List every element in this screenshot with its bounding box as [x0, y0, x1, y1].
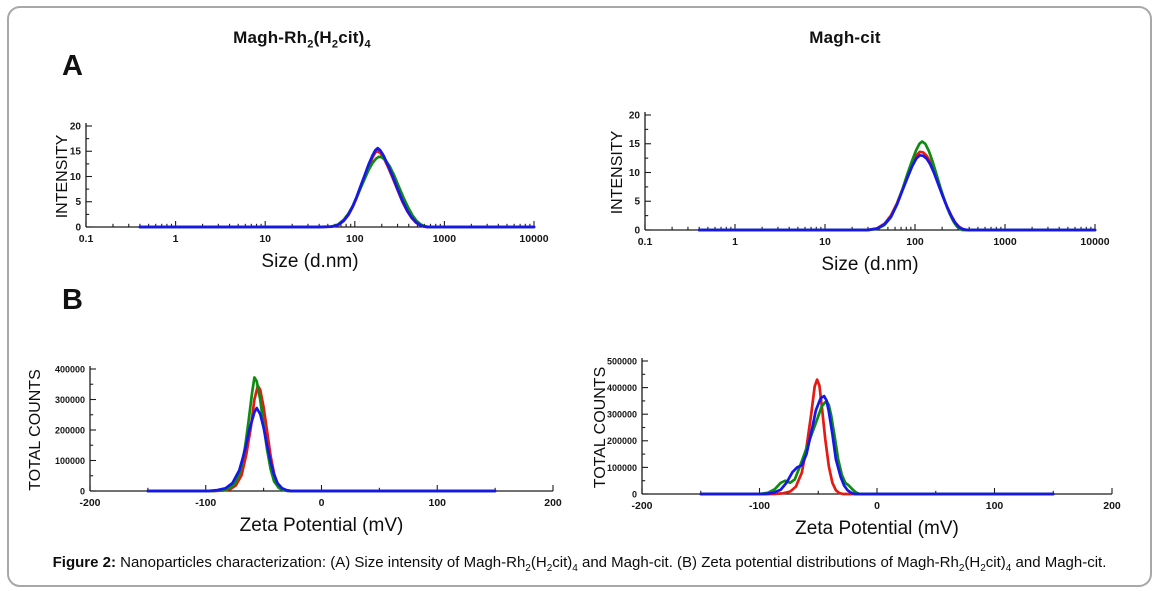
series-red-run	[138, 149, 536, 229]
axes	[644, 112, 1095, 231]
x-tick-label: 100	[906, 236, 924, 248]
y-axis-label: INTENSITY	[609, 130, 626, 214]
y-tick-label: 300000	[607, 410, 637, 420]
y-tick-label: 0	[632, 489, 637, 499]
x-tick-label: -200	[79, 497, 100, 509]
series-green-run	[146, 376, 497, 493]
x-tick-label: -200	[631, 500, 652, 512]
y-tick-label: 400000	[607, 383, 637, 393]
figure-caption: Figure 2: Nanoparticles characterization…	[52, 553, 1107, 574]
series-group	[697, 140, 1097, 232]
axes	[89, 366, 553, 492]
x-tick-label: 200	[1103, 500, 1121, 512]
y-tick-label: 0	[80, 486, 85, 496]
y-tick-label: 10	[629, 168, 641, 179]
y-tick-label: 10	[70, 172, 82, 183]
tick-labels: 0.1 1 10 100 1000 10000 0 5 10 15 20	[629, 110, 1110, 248]
x-tick-label: 1	[173, 233, 179, 245]
axes	[641, 358, 1112, 495]
x-tick-label: 100	[986, 500, 1004, 512]
y-axis-label: TOTAL COUNTS	[592, 367, 609, 489]
x-tick-label: 10	[819, 236, 831, 248]
y-tick-label: 400000	[55, 364, 85, 374]
ticks	[89, 368, 554, 492]
y-tick-label: 200000	[607, 436, 637, 446]
y-axis-label: TOTAL COUNTS	[27, 369, 44, 491]
y-axis-label: INTENSITY	[54, 134, 71, 218]
x-axis-label: Zeta Potential (mV)	[240, 515, 404, 536]
column-title-magh-cit: Magh-cit	[809, 28, 881, 47]
series-red-run	[699, 378, 1055, 496]
x-tick-label: 1000	[993, 236, 1017, 248]
x-tick-label: 1000	[433, 233, 457, 245]
x-tick-label: 10	[259, 233, 271, 245]
y-tick-label: 15	[70, 147, 82, 158]
series-blue-run	[146, 406, 497, 493]
ticks	[85, 125, 535, 228]
x-tick-label: 100	[428, 497, 446, 509]
chart-size-magh-rh: 0.1 1 10 100 1000 10000 0 5 10 15 20 Size (d.nm) INT…	[54, 121, 549, 272]
chart-zeta-magh-cit: -200 -100 0 100 200 0 100000 200000 300000 400000…	[592, 356, 1121, 539]
y-tick-label: 500000	[607, 356, 637, 366]
series-green-run	[138, 155, 536, 229]
x-tick-label: -100	[195, 497, 216, 509]
y-tick-label: 100000	[607, 463, 637, 473]
y-tick-label: 200000	[55, 425, 85, 435]
series-blue-run	[138, 146, 536, 229]
series-group	[146, 376, 497, 493]
y-tick-label: 5	[634, 197, 640, 208]
x-tick-label: 1	[732, 236, 738, 248]
series-blue-run	[699, 394, 1055, 496]
y-tick-label: 0	[75, 222, 81, 233]
x-tick-label: 100	[346, 233, 364, 245]
panel-label-a: A	[62, 50, 83, 82]
tick-labels: 0.1 1 10 100 1000 10000 0 5 10 15 20	[70, 121, 549, 245]
x-tick-label: 10000	[519, 233, 548, 245]
y-tick-label: 300000	[55, 395, 85, 405]
x-axis-label: Size (d.nm)	[821, 254, 918, 275]
x-tick-label: 0.1	[638, 236, 653, 248]
x-axis-label: Zeta Potential (mV)	[795, 518, 959, 539]
ticks	[641, 360, 1113, 495]
x-tick-label: 0.1	[79, 233, 94, 245]
y-tick-label: 0	[634, 225, 640, 236]
x-tick-label: 200	[544, 497, 562, 509]
chart-zeta-magh-rh: -200 -100 0 100 200 0 100000 200000 300000 400000…	[27, 364, 562, 536]
series-green-run	[697, 140, 1097, 232]
series-group	[138, 146, 536, 229]
y-tick-label: 20	[629, 110, 641, 121]
series-green-run	[699, 399, 1055, 496]
y-tick-label: 100000	[55, 456, 85, 466]
panel-label-b: B	[62, 284, 83, 316]
chart-size-magh-cit: 0.1 1 10 100 1000 10000 0 5 10 15 20 Size (d.nm) INT…	[609, 110, 1110, 275]
y-tick-label: 20	[70, 121, 82, 132]
x-tick-label: -100	[749, 500, 770, 512]
y-tick-label: 15	[629, 139, 641, 150]
series-red-run	[146, 384, 497, 493]
ticks	[644, 114, 1096, 231]
axes	[85, 123, 534, 228]
x-tick-label: 10000	[1080, 236, 1109, 248]
tick-labels: -200 -100 0 100 200 0 100000 200000 300000 400000	[55, 364, 562, 509]
tick-labels: -200 -100 0 100 200 0 100000 200000 300000 400000…	[607, 356, 1121, 512]
series-blue-run	[697, 153, 1097, 232]
x-tick-label: 0	[319, 497, 325, 509]
y-tick-label: 5	[75, 197, 81, 208]
series-group	[699, 378, 1055, 496]
series-red-run	[697, 150, 1097, 232]
column-title-magh-rh: Magh-Rh2(H2cit)4	[233, 28, 371, 51]
x-tick-label: 0	[874, 500, 880, 512]
x-axis-label: Size (d.nm)	[261, 251, 358, 272]
